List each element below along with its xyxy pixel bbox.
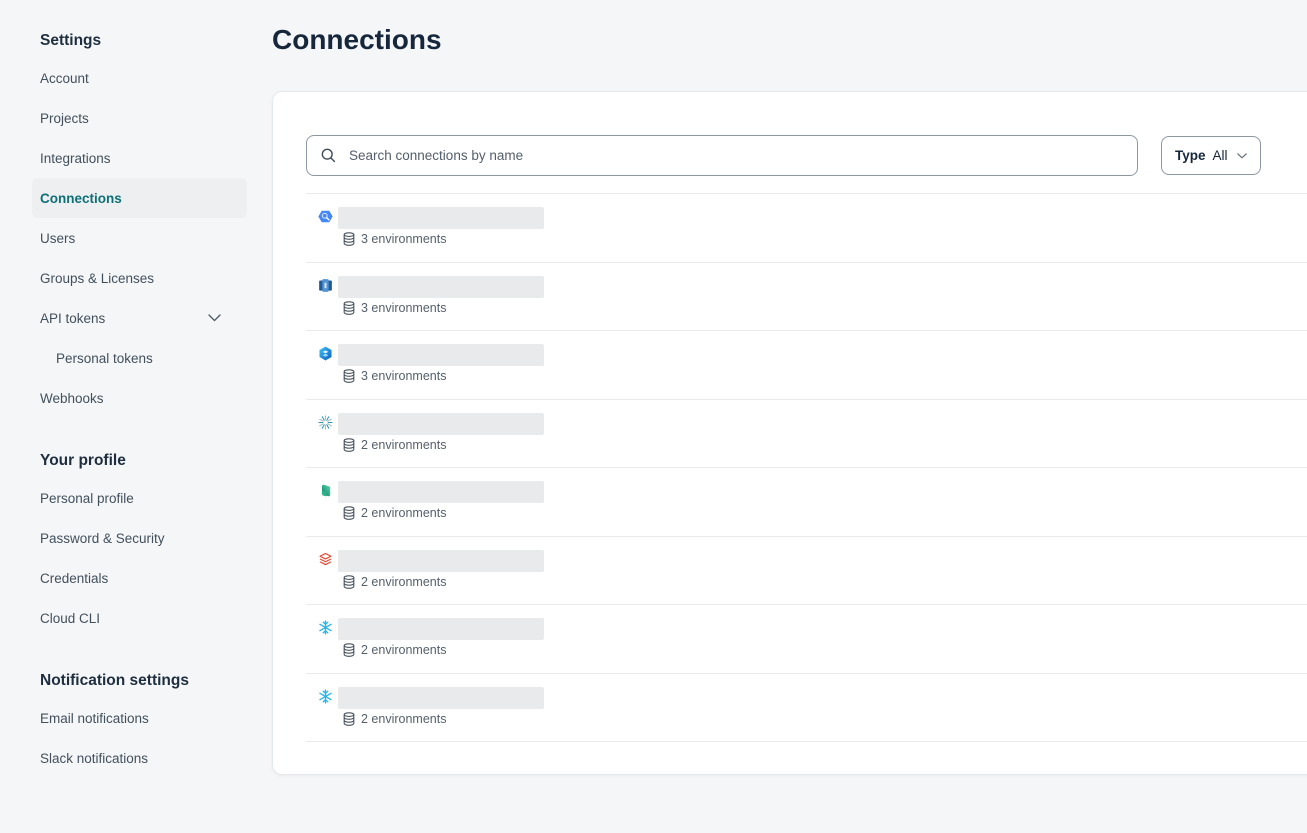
environment-count-label: 2 environments [361, 574, 447, 589]
environment-count: 2 environments [343, 574, 446, 590]
connection-name-redacted [338, 344, 544, 366]
connection-name-redacted [338, 207, 544, 229]
sidebar-item-label: API tokens [40, 310, 106, 326]
environment-count-label: 2 environments [361, 643, 447, 657]
environment-count-label: 2 environments [361, 711, 447, 726]
connection-row[interactable]: 2 environments [306, 535, 1307, 605]
chevron-down-icon [208, 314, 221, 322]
environment-count-label: 2 environments [361, 437, 447, 452]
database-icon [343, 300, 355, 315]
connection-row[interactable]: 2 environments [306, 604, 1307, 673]
redshift-icon [318, 278, 333, 293]
sidebar-item-personal-profile[interactable]: Personal profile [32, 478, 247, 518]
sidebar-item-label: Slack notifications [40, 750, 149, 766]
environment-count-label: 3 environments [361, 232, 447, 246]
sidebar-section-heading: Notification settings [40, 672, 189, 689]
sidebar-section-heading: Your profile [40, 452, 126, 469]
sidebar-item-label: Personal tokens [56, 350, 153, 366]
sidebar-item-personal-tokens[interactable]: Personal tokens [32, 338, 247, 378]
sidebar-item-integrations[interactable]: Integrations [32, 138, 247, 178]
environment-count: 3 environments [343, 300, 446, 316]
snowflake-icon [318, 620, 333, 635]
sidebar-item-label: Personal profile [40, 490, 134, 506]
databricks-icon [318, 552, 333, 567]
sidebar-item-slack-notifications[interactable]: Slack notifications [32, 738, 247, 778]
sidebar-item-api-tokens[interactable]: API tokens [32, 298, 247, 338]
environment-count: 2 environments [343, 437, 446, 453]
connection-row[interactable]: 3 environments [306, 261, 1307, 331]
sidebar-item-email-notifications[interactable]: Email notifications [32, 698, 247, 738]
connection-name-redacted [338, 686, 544, 709]
starburst-icon [318, 414, 333, 430]
database-icon [343, 232, 355, 246]
settings-sidebar: Settings Account Projects Integrations Conne… [32, 24, 247, 778]
environment-count: 3 environments [343, 368, 446, 384]
connection-name-redacted [338, 549, 544, 572]
type-filter-value: All [1212, 148, 1228, 163]
sidebar-item-label: Integrations [40, 150, 111, 166]
type-filter-label: Type [1175, 148, 1206, 163]
connection-row[interactable]: 3 environments [306, 330, 1307, 399]
connection-name-redacted [338, 481, 544, 503]
sidebar-item-label: Password & Security [40, 530, 165, 546]
sidebar-item-account[interactable]: Account [32, 58, 247, 98]
connection-name-redacted [338, 618, 544, 640]
connection-row[interactable]: 2 environments [306, 672, 1307, 742]
search-field-wrap [306, 135, 1138, 176]
sidebar-item-cloud-cli[interactable]: Cloud CLI [32, 598, 247, 638]
sidebar-item-label: Groups & Licenses [40, 270, 155, 286]
database-icon [343, 369, 355, 383]
type-filter-button[interactable]: Type All [1161, 136, 1261, 175]
connection-name-redacted [338, 275, 544, 298]
connections-table: 3 environments 3 environments 3 environmen… [306, 193, 1307, 742]
sidebar-item-credentials[interactable]: Credentials [32, 558, 247, 598]
environment-count: 2 environments [343, 505, 446, 521]
database-icon [343, 711, 355, 726]
environment-count: 2 environments [343, 642, 446, 658]
sidebar-item-webhooks[interactable]: Webhooks [32, 378, 247, 418]
sidebar-section-heading: Settings [40, 32, 102, 49]
database-icon [343, 643, 355, 657]
bigquery-icon [318, 209, 333, 224]
sidebar-item-projects[interactable]: Projects [32, 98, 247, 138]
sidebar-item-label: Credentials [40, 570, 109, 586]
sidebar-item-password-security[interactable]: Password & Security [32, 518, 247, 558]
search-icon [320, 147, 337, 164]
page-title: Connections [272, 24, 442, 55]
environment-count: 3 environments [343, 231, 446, 247]
database-icon [343, 437, 355, 452]
chevron-down-icon [1236, 152, 1247, 159]
connection-row[interactable]: 2 environments [306, 467, 1307, 536]
search-input[interactable] [306, 135, 1138, 176]
sidebar-item-label: Webhooks [40, 390, 104, 406]
sidebar-item-label: Projects [40, 110, 89, 126]
sidebar-item-label: Connections [40, 190, 122, 206]
sidebar-item-groups-licenses[interactable]: Groups & Licenses [32, 258, 247, 298]
environment-count: 2 environments [343, 711, 446, 727]
snowflake-icon [318, 688, 333, 704]
connection-row[interactable]: 2 environments [306, 398, 1307, 468]
sidebar-item-users[interactable]: Users [32, 218, 247, 258]
environment-count-label: 3 environments [361, 300, 447, 315]
environment-count-label: 3 environments [361, 369, 447, 383]
fabric-icon [318, 483, 333, 498]
environment-count-label: 2 environments [361, 506, 447, 520]
database-icon [343, 574, 355, 589]
connection-name-redacted [338, 412, 544, 435]
connection-row[interactable]: 3 environments [306, 193, 1307, 262]
sidebar-item-label: Email notifications [40, 710, 149, 726]
sidebar-item-label: Users [40, 230, 76, 246]
sidebar-item-label: Account [40, 70, 89, 86]
sidebar-item-label: Cloud CLI [40, 610, 101, 626]
sidebar-item-connections[interactable]: Connections [32, 178, 247, 218]
synapse-icon [318, 346, 333, 361]
database-icon [343, 506, 355, 520]
